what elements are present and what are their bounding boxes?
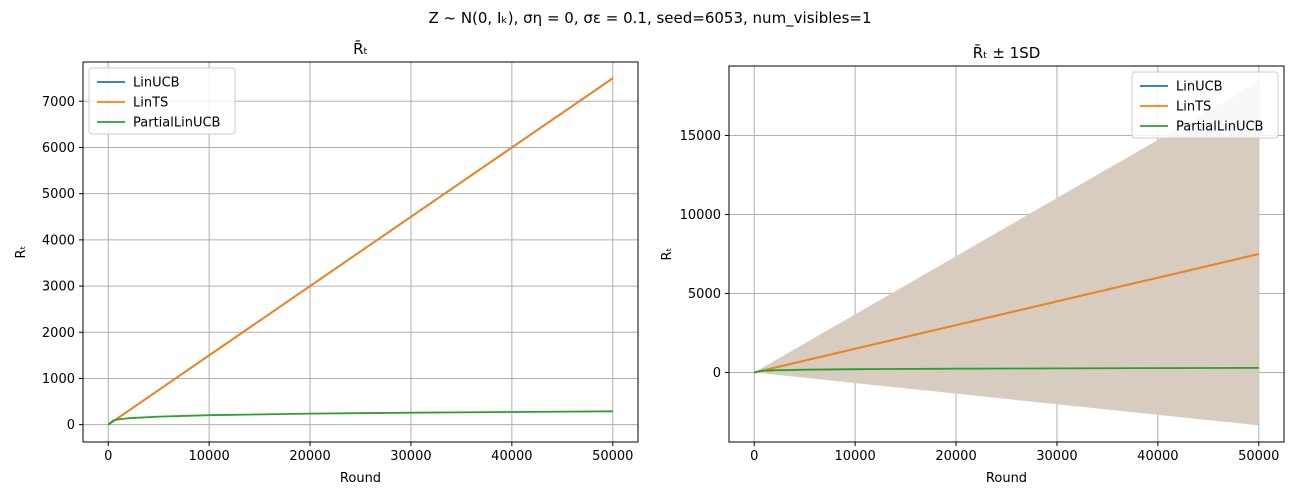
- x-tick-label: 20000: [289, 449, 330, 464]
- legend-entry: PartialLinUCB: [133, 116, 220, 131]
- series-line-partiallinucb: [753, 366, 1259, 374]
- y-axis-label: Rₜ: [14, 245, 29, 258]
- x-tick-label: 10000: [834, 449, 875, 464]
- x-tick-label: 30000: [390, 449, 431, 464]
- x-tick-label: 0: [750, 449, 758, 464]
- x-axis-label: Round: [340, 471, 381, 486]
- legend-entry: LinTS: [1176, 100, 1211, 115]
- legend-box: [1131, 71, 1279, 139]
- chart-title: R̄ₜ: [353, 39, 368, 58]
- legend: LinUCB LinTS PartialLinUCB: [1131, 71, 1279, 139]
- x-tick-label: 20000: [935, 449, 976, 464]
- series-line-lints: [107, 77, 614, 426]
- y-tick-label: 2000: [42, 326, 75, 341]
- x-tick-label: 0: [104, 449, 112, 464]
- right-chart-panel: 0 10000 20000 30000 40000 50000 0 5000 10000 1500…: [660, 43, 1285, 486]
- x-tick-label: 10000: [188, 449, 229, 464]
- legend-entry: LinTS: [133, 96, 168, 111]
- x-tick-label: 50000: [592, 449, 633, 464]
- gridlines: [83, 62, 638, 442]
- y-tick-label: 10000: [680, 208, 721, 223]
- legend-entry: LinUCB: [1176, 80, 1223, 95]
- y-tick-label: 0: [67, 418, 75, 433]
- sd-band: [754, 81, 1259, 426]
- y-tick-label: 5000: [688, 287, 721, 302]
- figure-suptitle: Z ~ N(0, Iₖ), ση = 0, σε = 0.1, seed=605…: [428, 9, 871, 28]
- axes-frame: [82, 61, 639, 443]
- y-tick-label: 15000: [680, 129, 721, 144]
- legend-entry: PartialLinUCB: [1176, 120, 1263, 135]
- x-tick-label: 30000: [1036, 449, 1077, 464]
- x-tick-label: 40000: [1137, 449, 1178, 464]
- left-chart-panel: 0 10000 20000 30000 40000 50000 0 1000 2000 3000 4…: [14, 39, 639, 486]
- y-tick-label: 5000: [42, 187, 75, 202]
- y-axis-label: Rₜ: [660, 247, 675, 260]
- x-axis-label: Round: [986, 471, 1027, 486]
- y-tick-label: 1000: [42, 372, 75, 387]
- series-line-partiallinucb: [107, 410, 613, 426]
- y-tick-label: 6000: [42, 141, 75, 156]
- y-tick-label: 0: [713, 366, 721, 381]
- chart-title: R̄ₜ ± 1SD: [973, 43, 1041, 62]
- legend-box: [88, 67, 236, 135]
- axes-frame: [728, 65, 1285, 443]
- x-tick-label: 40000: [491, 449, 532, 464]
- legend: LinUCB LinTS PartialLinUCB: [88, 67, 236, 135]
- series-line-lints: [753, 253, 1260, 374]
- y-tick-label: 4000: [42, 233, 75, 248]
- x-tick-label: 50000: [1238, 449, 1279, 464]
- y-tick-label: 7000: [42, 95, 75, 110]
- y-tick-label: 3000: [42, 280, 75, 295]
- legend-entry: LinUCB: [133, 76, 180, 91]
